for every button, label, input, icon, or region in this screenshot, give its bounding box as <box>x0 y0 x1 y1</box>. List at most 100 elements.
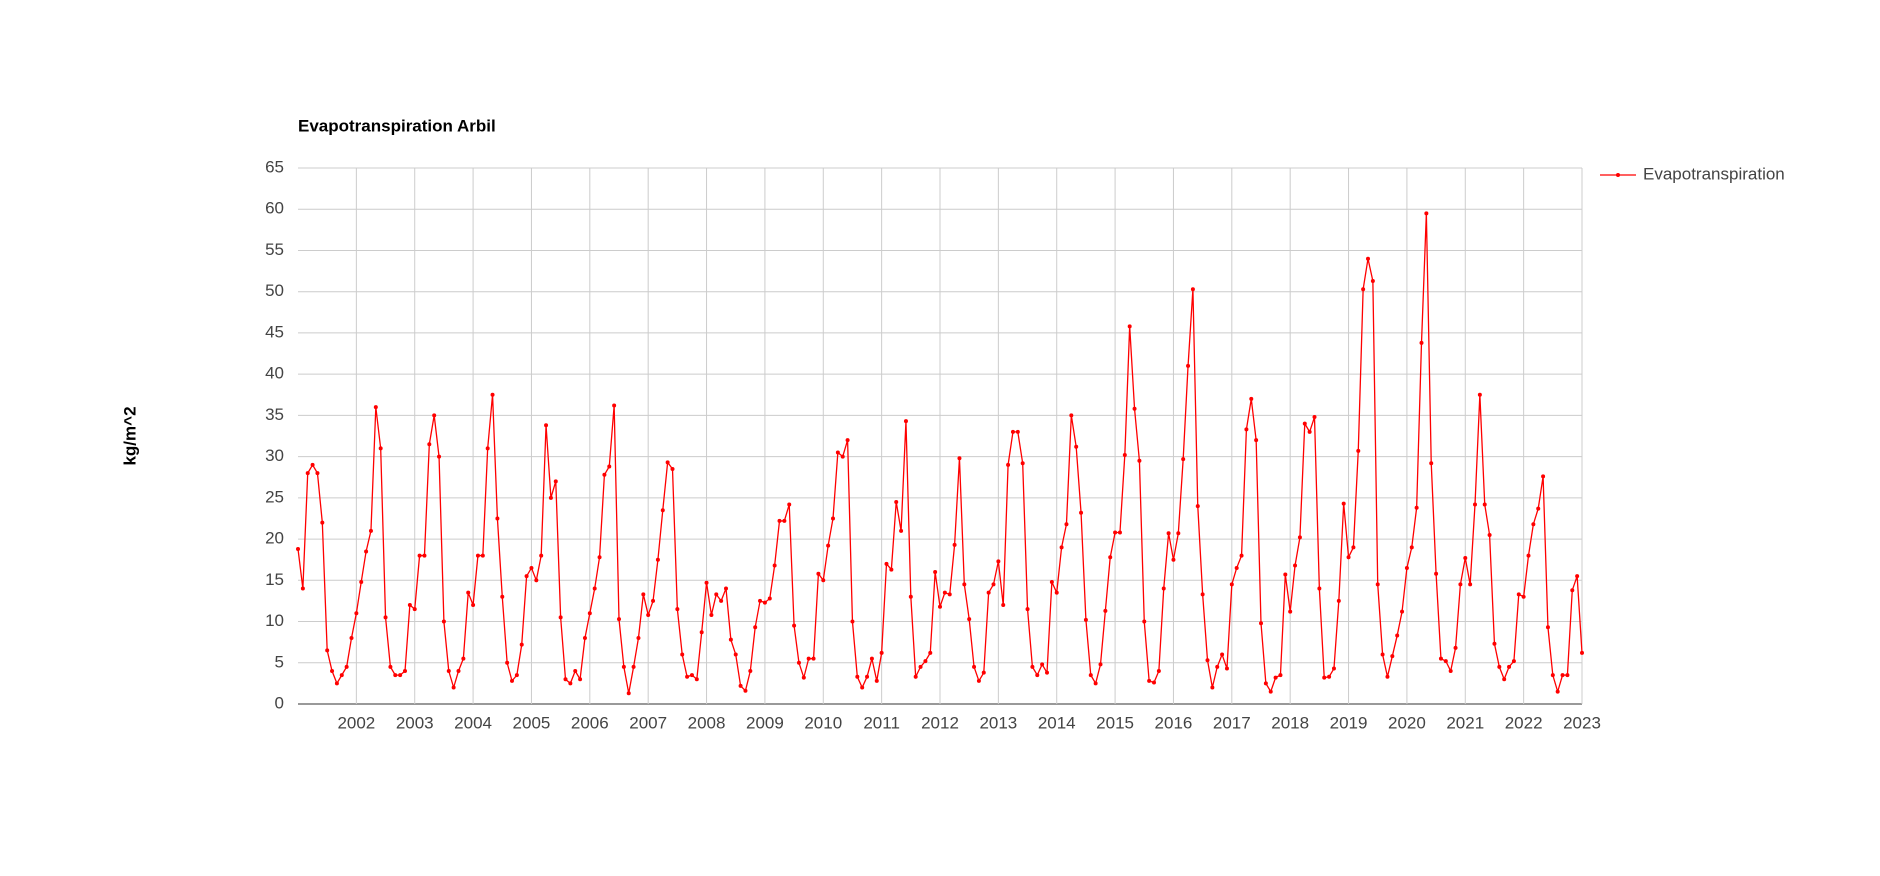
data-point <box>758 598 763 603</box>
data-point <box>709 612 714 617</box>
data-point <box>1181 457 1186 462</box>
data-point <box>505 660 510 665</box>
data-point <box>1166 531 1171 536</box>
data-point <box>568 681 573 686</box>
x-tick-label: 2014 <box>1038 713 1076 732</box>
data-point <box>1336 598 1341 603</box>
data-point <box>1210 685 1215 690</box>
data-point <box>1020 461 1025 466</box>
data-point <box>777 518 782 523</box>
data-point <box>660 508 665 513</box>
data-point <box>383 615 388 620</box>
data-point <box>1015 429 1020 434</box>
x-tick-label: 2004 <box>454 713 492 732</box>
x-tick-label: 2019 <box>1330 713 1368 732</box>
data-point <box>767 596 772 601</box>
data-point <box>1122 452 1127 457</box>
data-point <box>1307 429 1312 434</box>
data-point <box>296 546 300 551</box>
data-point <box>1385 674 1390 679</box>
data-point <box>1244 427 1249 432</box>
data-point <box>631 664 636 669</box>
data-point <box>1283 572 1288 577</box>
data-point <box>602 472 607 477</box>
data-point <box>500 594 505 599</box>
data-point <box>1195 504 1200 509</box>
y-tick-label: 45 <box>265 322 284 341</box>
data-point <box>403 669 407 674</box>
data-point <box>315 471 320 476</box>
data-point <box>962 582 967 587</box>
data-point <box>933 570 938 575</box>
data-point <box>529 565 534 570</box>
data-point <box>704 580 709 585</box>
data-point <box>1229 582 1234 587</box>
data-point <box>831 516 835 521</box>
data-point <box>748 669 753 674</box>
data-point <box>1541 474 1546 479</box>
data-point <box>607 464 612 469</box>
x-tick-label: 2013 <box>979 713 1017 732</box>
y-tick-label: 35 <box>265 405 284 424</box>
data-point <box>451 685 456 690</box>
y-tick-label: 15 <box>265 570 284 589</box>
data-point <box>1477 392 1482 397</box>
data-point <box>1482 502 1487 507</box>
data-point <box>991 582 996 587</box>
data-point <box>1152 680 1156 685</box>
data-point <box>1176 531 1181 536</box>
data-point <box>587 611 592 616</box>
data-point <box>548 495 553 500</box>
y-tick-label: 50 <box>265 281 284 300</box>
data-point <box>1526 553 1531 558</box>
data-point <box>495 516 500 521</box>
data-point <box>325 648 330 653</box>
y-tick-label: 30 <box>265 446 284 465</box>
y-axis-label: kg/m^2 <box>120 406 139 465</box>
data-point <box>446 669 451 674</box>
data-point <box>1419 340 1424 345</box>
data-point <box>344 664 349 669</box>
data-point <box>1565 673 1570 678</box>
data-point <box>957 456 962 461</box>
data-point <box>1375 582 1380 587</box>
data-point <box>1079 510 1084 515</box>
data-point <box>1010 429 1015 434</box>
data-point <box>821 578 826 583</box>
data-point <box>655 557 660 562</box>
data-point <box>1550 673 1555 678</box>
x-tick-label: 2018 <box>1271 713 1309 732</box>
data-point <box>456 669 461 674</box>
data-point <box>1366 256 1370 261</box>
data-point <box>1288 609 1293 614</box>
data-point <box>354 611 359 616</box>
data-point <box>850 619 855 624</box>
data-point <box>699 630 704 635</box>
data-point <box>539 553 544 558</box>
data-point <box>1205 658 1210 663</box>
data-point <box>1487 532 1492 537</box>
data-point <box>913 674 918 679</box>
data-point <box>947 592 952 597</box>
legend-label: Evapotranspiration <box>1643 164 1785 183</box>
data-point <box>1278 673 1283 678</box>
data-point <box>1502 677 1507 682</box>
data-point <box>1317 586 1322 591</box>
data-point <box>1448 669 1453 674</box>
data-point <box>514 673 519 678</box>
data-point <box>1473 502 1477 507</box>
data-point <box>1443 659 1448 664</box>
data-point <box>1108 555 1113 560</box>
data-point <box>772 563 777 568</box>
data-point <box>1268 689 1273 694</box>
data-point <box>811 656 816 661</box>
data-point <box>903 419 908 424</box>
x-tick-label: 2010 <box>804 713 842 732</box>
data-point <box>1103 608 1108 613</box>
data-point <box>412 607 417 612</box>
chart-title: Evapotranspiration Arbil <box>298 116 496 135</box>
data-point <box>1434 571 1439 576</box>
data-point <box>860 685 865 690</box>
data-point <box>1074 444 1079 449</box>
data-point <box>762 600 767 605</box>
